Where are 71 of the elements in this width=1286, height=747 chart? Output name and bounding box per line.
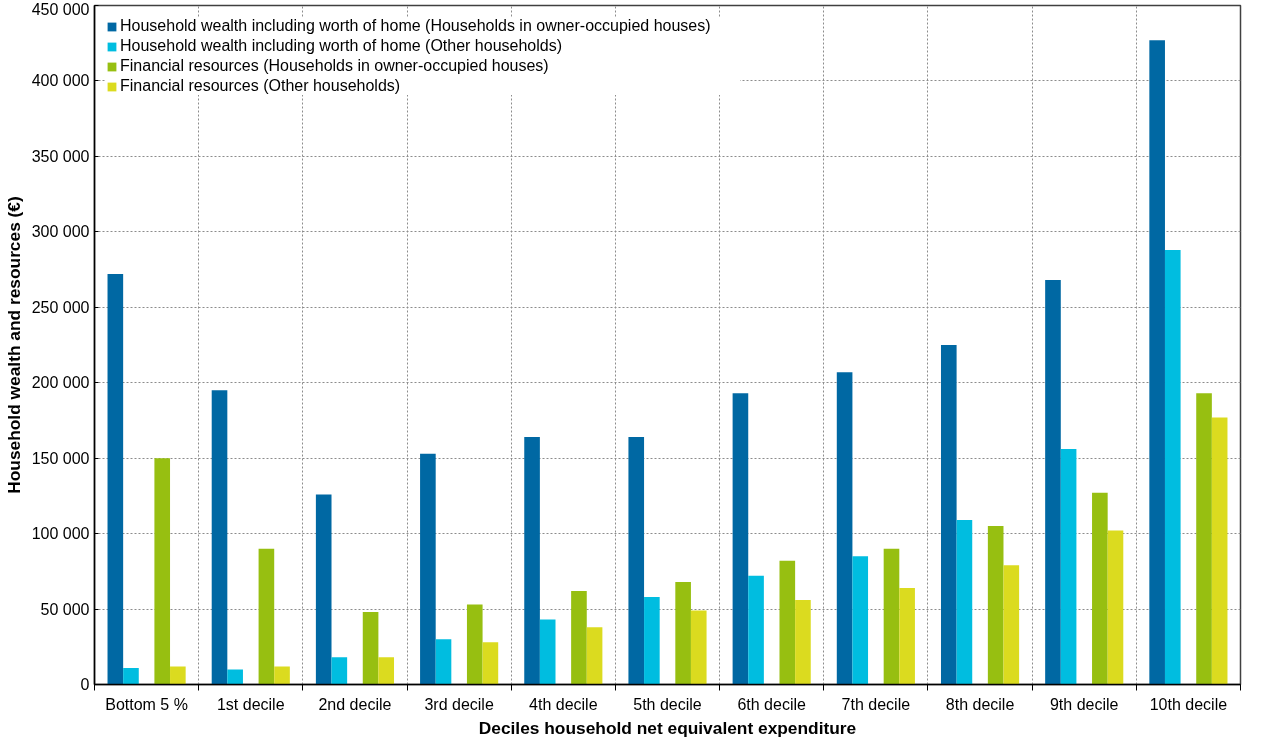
bar (154, 458, 171, 685)
x-tick-label: 3rd decile (424, 695, 494, 713)
bar (211, 390, 228, 685)
y-tick-label: 50 000 (40, 600, 90, 618)
bar (883, 548, 900, 685)
x-tick-label: Bottom 5 % (105, 695, 188, 713)
bar (524, 437, 540, 685)
bar (1092, 492, 1108, 685)
bar (107, 274, 124, 685)
x-tick-label: 6th decile (737, 695, 807, 713)
bar (274, 666, 290, 685)
bar (987, 526, 1004, 685)
bar (315, 494, 332, 685)
bar (779, 560, 796, 685)
y-tick-label: 100 000 (31, 525, 90, 543)
x-tick-label: 8th decile (945, 695, 1015, 713)
bar (644, 596, 660, 685)
x-tick-label: 2nd decile (318, 695, 392, 713)
bar (378, 657, 395, 685)
y-tick-label: 150 000 (31, 449, 90, 467)
bar (1060, 449, 1077, 685)
y-tick-label: 200 000 (31, 374, 90, 392)
bar (420, 453, 436, 685)
legend-label: Household wealth including worth of home (Households in owner-occupied houses) (120, 17, 712, 35)
x-tick-label: 9th decile (1049, 695, 1119, 713)
bar (1211, 417, 1228, 685)
bar (331, 657, 348, 685)
y-tick-label: 250 000 (31, 298, 90, 316)
bar (435, 639, 452, 685)
bar (123, 667, 139, 685)
x-tick-label: 4th decile (529, 695, 598, 713)
bar (362, 612, 379, 685)
x-tick-label: 5th decile (633, 695, 702, 713)
bar (748, 575, 764, 685)
bar (675, 581, 691, 685)
x-tick-label: 7th decile (841, 695, 911, 713)
bar (940, 345, 957, 685)
bar (227, 669, 243, 685)
y-tick-label: 400 000 (31, 72, 90, 90)
bar (899, 587, 915, 685)
x-tick-label: 1st decile (216, 695, 285, 713)
bar (852, 556, 869, 685)
bar (466, 604, 483, 685)
x-axis-title: Deciles household net equivalent expenditure (478, 717, 857, 738)
bar (690, 610, 707, 685)
bar (1107, 530, 1124, 685)
bar (258, 548, 275, 685)
bar (1196, 393, 1212, 685)
bar (1149, 40, 1165, 685)
legend-label: Financial resources (Other households) (120, 77, 402, 95)
bar (571, 590, 587, 685)
bar (1003, 565, 1020, 685)
bar (836, 372, 853, 685)
y-tick-label: 0 (80, 676, 90, 693)
bar (170, 666, 186, 685)
y-axis-title: Household wealth and resources (€) (3, 196, 24, 494)
y-tick-label: 350 000 (31, 147, 90, 165)
legend-label: Financial resources (Households in owner-occupied houses) (120, 57, 550, 75)
y-tick-label: 450 000 (31, 0, 90, 18)
legend-label: Household wealth including worth of home (Other households) (120, 37, 564, 55)
bar (1045, 280, 1061, 685)
bar (482, 642, 499, 685)
bar (795, 600, 811, 685)
x-tick-label: 10th decile (1149, 695, 1228, 713)
bar (732, 393, 749, 685)
bar (1164, 249, 1181, 685)
bar (956, 520, 973, 685)
bar (539, 619, 556, 685)
bar (586, 627, 603, 685)
bar (628, 437, 645, 685)
y-tick-label: 300 000 (31, 223, 90, 241)
